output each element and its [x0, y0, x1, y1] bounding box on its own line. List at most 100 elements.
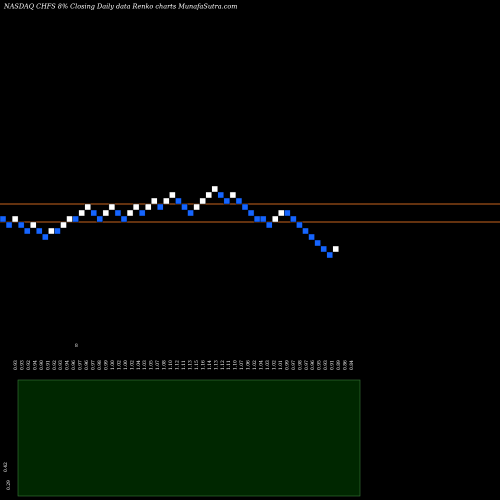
renko-brick-down	[241, 203, 249, 211]
x-tick-label: 0.92	[53, 360, 58, 370]
x-tick-label: 1.02	[130, 360, 135, 370]
renko-brick-down	[96, 215, 104, 223]
renko-brick-down	[157, 203, 164, 211]
renko-brick-down	[72, 215, 79, 223]
renko-brick-down	[308, 233, 315, 241]
renko-brick-up	[60, 221, 67, 229]
x-tick-label: 1.04	[260, 360, 265, 370]
x-tick-label: 1.11	[227, 360, 232, 370]
volume-axis-label: 0.42	[4, 462, 9, 472]
x-tick-label: 0.96	[72, 360, 77, 370]
renko-brick-down	[187, 209, 194, 217]
renko-brick-up	[108, 203, 116, 211]
renko-brick-up	[163, 197, 170, 205]
renko-brick-down	[24, 227, 31, 235]
x-tick-label: 1.00	[124, 360, 129, 370]
volume-axis-label: 0.29	[7, 480, 12, 490]
x-tick-label: 0.98	[98, 360, 103, 370]
x-tick-label: 1.07	[240, 360, 245, 370]
x-tick-label: 0.98	[298, 360, 303, 370]
x-tick-label: 1.10	[234, 360, 239, 370]
renko-brick-up	[84, 203, 91, 211]
x-tick-label: 1.02	[117, 360, 122, 370]
x-tick-label: 0.93	[14, 360, 19, 370]
x-tick-label: 0.99	[285, 360, 290, 370]
x-tick-label: 0.90	[40, 360, 45, 370]
renko-brick-down	[42, 233, 49, 241]
renko-brick-down	[181, 203, 188, 211]
renko-brick-down	[290, 215, 297, 223]
renko-brick-up	[169, 191, 176, 199]
x-tick-label: 0.97	[305, 360, 310, 370]
x-tick-label: 0.93	[59, 360, 64, 370]
renko-brick-down	[247, 209, 255, 217]
x-tick-label: 1.14	[208, 360, 213, 370]
renko-brick-down	[259, 215, 267, 223]
x-tick-label: 0.93	[324, 360, 329, 370]
renko-brick-down	[326, 251, 333, 259]
renko-brick-down	[217, 191, 225, 199]
renko-brick-down	[90, 209, 97, 217]
x-tick-label: 0.96	[311, 360, 316, 370]
renko-brick-up	[332, 245, 339, 253]
x-tick-label: 1.15	[195, 360, 200, 370]
x-tick-label: 0.91	[331, 360, 336, 370]
x-label-marker: 8	[75, 344, 78, 349]
x-tick-label: 0.94	[66, 360, 71, 370]
x-tick-label: 1.01	[279, 360, 284, 370]
renko-brick-down	[5, 221, 13, 229]
renko-brick-up	[193, 203, 200, 211]
x-tick-label: 0.99	[104, 360, 109, 370]
renko-brick-down	[120, 215, 128, 223]
renko-brick-down	[320, 245, 327, 253]
renko-brick-up	[11, 215, 19, 223]
x-tick-label: 1.13	[214, 360, 219, 370]
renko-brick-down	[114, 209, 122, 217]
x-tick-label: 0.89	[337, 360, 342, 370]
x-tick-label: 1.02	[272, 360, 277, 370]
renko-brick-down	[54, 227, 61, 235]
renko-brick-up	[48, 227, 55, 235]
x-tick-label: 1.07	[156, 360, 161, 370]
renko-brick-up	[199, 197, 206, 205]
x-tick-label: 1.10	[169, 360, 174, 370]
x-tick-label: 0.95	[318, 360, 323, 370]
x-tick-label: 1.03	[266, 360, 271, 370]
renko-brick-up	[205, 191, 212, 199]
x-tick-label: 1.13	[188, 360, 193, 370]
renko-brick-up	[30, 221, 37, 229]
x-tick-label: 1.12	[221, 360, 226, 370]
renko-brick-down	[302, 227, 309, 235]
x-tick-label: 0.97	[92, 360, 97, 370]
renko-brick-down	[17, 221, 25, 229]
renko-brick-down	[36, 227, 43, 235]
x-tick-label: 1.03	[143, 360, 148, 370]
x-tick-label: 0.97	[79, 360, 84, 370]
volume-panel	[17, 379, 361, 497]
x-tick-label: 1.02	[253, 360, 258, 370]
x-tick-label: 1.00	[111, 360, 116, 370]
x-tick-label: 0.97	[292, 360, 297, 370]
x-tick-label: 1.06	[247, 360, 252, 370]
renko-brick-down	[253, 215, 261, 223]
x-tick-label: 0.92	[27, 360, 32, 370]
x-tick-label: 1.08	[163, 360, 168, 370]
renko-brick-up	[132, 203, 140, 211]
renko-brick-down	[284, 209, 291, 217]
renko-brick-up	[211, 185, 218, 193]
x-tick-label: 0.94	[33, 360, 38, 370]
level-lines	[0, 203, 500, 223]
x-tick-label: 0.91	[46, 360, 51, 370]
renko-brick-up	[272, 215, 279, 223]
renko-brick-down	[175, 197, 182, 205]
x-tick-label: 1.05	[150, 360, 155, 370]
x-tick-label: 1.16	[201, 360, 206, 370]
renko-brick-down	[314, 239, 321, 247]
x-tick-label: 0.96	[85, 360, 90, 370]
renko-bricks	[0, 185, 339, 259]
renko-brick-up	[151, 197, 158, 205]
renko-brick-up	[278, 209, 285, 217]
renko-brick-up	[102, 209, 110, 217]
renko-brick-down	[0, 215, 7, 223]
